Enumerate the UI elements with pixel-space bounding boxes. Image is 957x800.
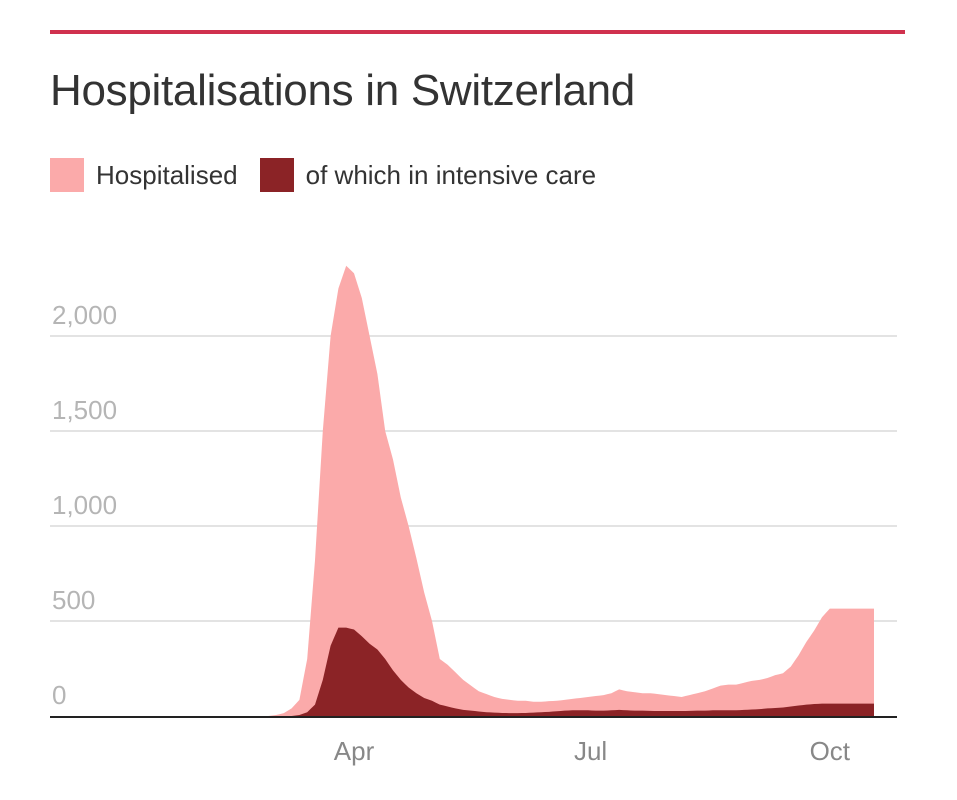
area-intensive-care — [268, 627, 874, 716]
legend-item-hospitalised: Hospitalised — [50, 158, 238, 192]
legend-swatch-icu — [259, 158, 294, 192]
x-tick-label-apr: Apr — [334, 736, 375, 766]
legend-label-icu: of which in intensive care — [305, 159, 597, 190]
chart-title: Hospitalisations in Switzerland — [50, 66, 635, 115]
legend-label-hospitalised: Hospitalised — [96, 159, 238, 190]
x-tick-label-jul: Jul — [574, 736, 607, 766]
x-tick-label-oct: Oct — [810, 736, 851, 766]
y-tick-label: 1,500 — [52, 395, 117, 425]
area-hospitalised — [268, 265, 874, 716]
legend-swatch-hospitalised — [50, 158, 84, 192]
areas — [268, 265, 874, 716]
y-tick-label: 0 — [52, 680, 66, 710]
legend-item-icu: of which in intensive care — [259, 158, 597, 192]
y-tick-label: 2,000 — [52, 300, 117, 330]
legend: Hospitalised of which in intensive care — [50, 158, 618, 192]
gridlines — [50, 335, 897, 622]
x-tick-labels: Apr Jul Oct — [334, 736, 851, 766]
title-accent-bar — [50, 30, 905, 34]
y-tick-labels: 0 500 1,000 1,500 2,000 — [52, 300, 117, 710]
y-tick-label: 500 — [52, 585, 95, 615]
y-tick-label: 1,000 — [52, 490, 117, 520]
